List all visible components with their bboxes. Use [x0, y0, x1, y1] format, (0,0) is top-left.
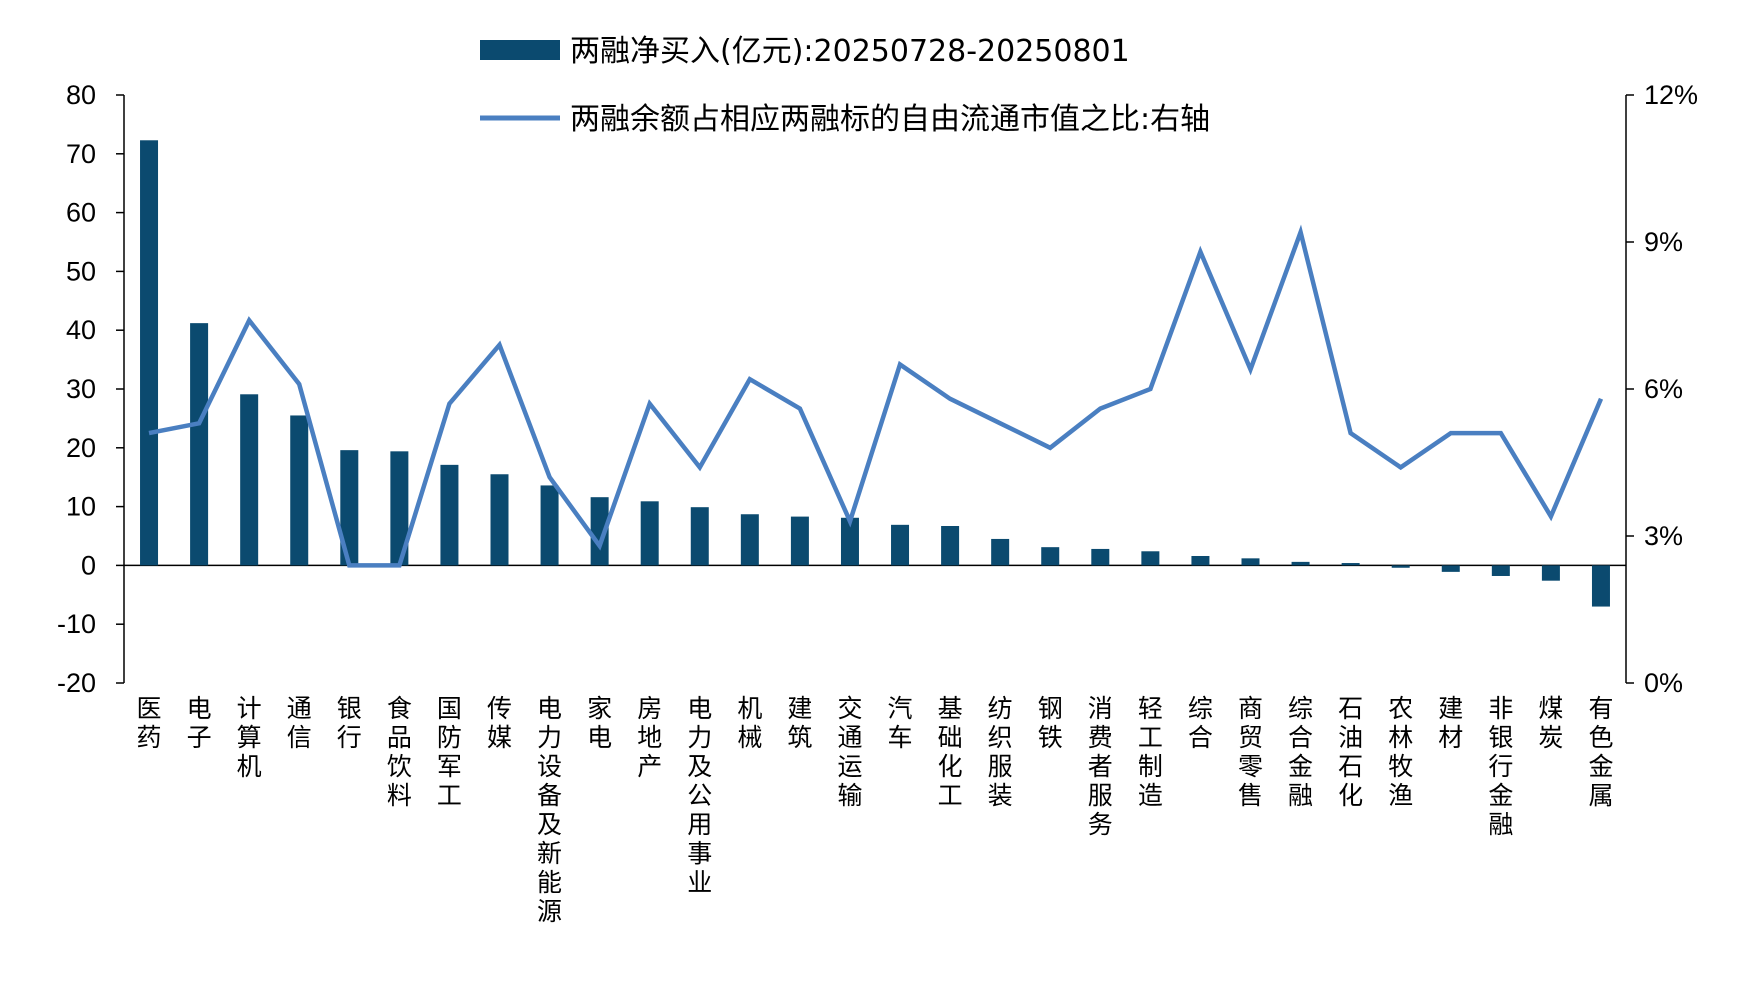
bar: [840, 517, 859, 566]
x-tick-label: 商贸零售: [1238, 694, 1263, 810]
x-tick-label: 纺织服装: [988, 694, 1013, 810]
legend-bar-label: 两融净买入(亿元):20250728-20250801: [570, 34, 1130, 69]
x-axis-labels: 医药电子计算机通信银行食品饮料国防军工传媒电力设备及新能源家电房地产电力及公用事…: [137, 694, 1614, 926]
bar: [640, 501, 659, 566]
x-tick-label: 交通运输: [837, 694, 862, 810]
left-tick-label: 50: [66, 256, 96, 286]
right-tick-label: 3%: [1644, 521, 1683, 551]
x-tick-label: 传媒: [487, 694, 512, 752]
x-tick-label: 基础化工: [938, 694, 963, 810]
bar: [1441, 565, 1460, 572]
x-tick-label: 国防军工: [437, 694, 462, 810]
bar: [1341, 563, 1360, 566]
x-tick-label: 食品饮料: [387, 694, 412, 810]
bar: [1141, 551, 1160, 566]
bar: [991, 538, 1010, 566]
legend-bar-swatch: [480, 40, 560, 60]
right-tick-label: 6%: [1644, 374, 1683, 404]
bar: [590, 497, 609, 566]
left-tick-label: -10: [57, 609, 96, 639]
x-tick-label: 非银行金融: [1488, 694, 1513, 839]
right-tick-label: 12%: [1644, 80, 1698, 110]
bar: [1091, 548, 1110, 566]
x-tick-label: 电力设备及新能源: [537, 694, 562, 926]
bar: [1191, 555, 1210, 566]
left-tick-label: 20: [66, 433, 96, 463]
x-tick-label: 有色金属: [1588, 694, 1613, 810]
bar: [1041, 547, 1060, 566]
left-tick-label: 30: [66, 374, 96, 404]
x-tick-label: 建筑: [787, 694, 812, 752]
bar: [790, 516, 809, 566]
left-tick-label: 80: [66, 80, 96, 110]
x-tick-label: 电子: [187, 694, 212, 752]
x-tick-label: 轻工制造: [1138, 694, 1163, 810]
left-tick-label: 70: [66, 139, 96, 169]
bar: [891, 524, 910, 566]
left-tick-label: 0: [81, 550, 96, 580]
bar: [690, 507, 709, 566]
bar: [540, 485, 559, 566]
x-tick-label: 机械: [737, 694, 762, 752]
x-tick-label: 消费者服务: [1088, 694, 1113, 839]
line-series: [148, 224, 1604, 568]
bar: [1541, 565, 1560, 581]
x-tick-label: 银行: [337, 694, 362, 752]
x-tick-label: 农林牧渔: [1388, 694, 1413, 810]
bar: [740, 514, 759, 566]
bar: [1241, 558, 1260, 566]
right-tick-label: 9%: [1644, 227, 1683, 257]
axes: -20 -10 0 10 20 30 40 50 60 70 80 0% 3% 6% 9% 12%: [57, 80, 1698, 698]
bar: [490, 474, 509, 566]
x-tick-label: 钢铁: [1038, 694, 1063, 752]
bar: [290, 415, 309, 566]
bar: [1391, 565, 1410, 568]
line-path: [148, 224, 1604, 568]
x-tick-label: 建材: [1438, 694, 1463, 752]
x-tick-label: 煤炭: [1538, 694, 1563, 752]
bar: [140, 140, 159, 566]
left-tick-label: 40: [66, 315, 96, 345]
bar: [240, 394, 259, 566]
left-tick-label: 10: [66, 492, 96, 522]
x-tick-label: 家电: [587, 694, 612, 752]
x-tick-label: 电力及公用事业: [687, 694, 712, 897]
x-tick-label: 计算机: [237, 694, 262, 781]
legend: 两融净买入(亿元):20250728-20250801 两融余额占相应两融标的自…: [480, 34, 1210, 137]
bar: [440, 464, 459, 566]
x-tick-label: 汽车: [888, 694, 913, 752]
bar: [190, 323, 209, 566]
bar: [390, 451, 409, 566]
x-tick-label: 房地产: [637, 694, 662, 781]
x-tick-label: 医药: [137, 694, 162, 752]
x-tick-label: 综合: [1188, 694, 1213, 752]
bar: [1591, 565, 1610, 607]
left-tick-label: -20: [57, 668, 96, 698]
x-tick-label: 通信: [287, 694, 312, 752]
left-tick-label: 60: [66, 198, 96, 228]
bar: [1291, 561, 1310, 566]
bar: [1491, 565, 1510, 576]
bar: [941, 526, 960, 566]
x-tick-label: 石油石化: [1338, 694, 1363, 810]
right-tick-label: 0%: [1644, 668, 1683, 698]
bar-series: [140, 140, 1610, 607]
bar: [340, 450, 359, 566]
x-tick-label: 综合金融: [1288, 694, 1313, 810]
legend-line-label: 两融余额占相应两融标的自由流通市值之比:右轴: [570, 102, 1210, 137]
